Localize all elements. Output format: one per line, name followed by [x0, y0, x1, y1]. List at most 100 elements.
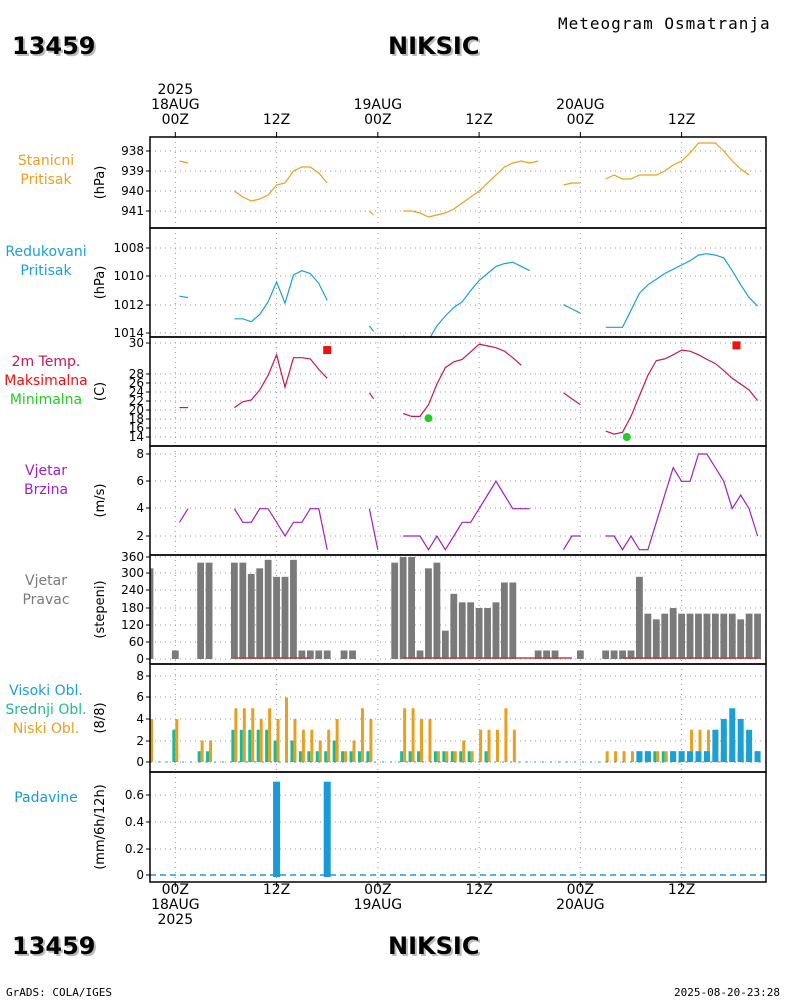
cloud-bar	[467, 751, 471, 762]
y-axis-label: (stepeni)	[93, 580, 108, 638]
cloud-bar	[298, 751, 302, 762]
time-axis-line: 00Z	[161, 112, 190, 128]
cloud-bar	[720, 751, 724, 762]
series-group	[179, 253, 759, 337]
direction-bar	[754, 613, 761, 659]
direction-bar	[543, 650, 551, 659]
y-tick-label: 180	[121, 601, 144, 615]
panel-wind_speed: 2 4 6 8 (m/s)	[93, 445, 767, 556]
cloud-bar	[687, 751, 691, 762]
time-axis-line: 00Z	[566, 112, 595, 128]
cloud-bar	[445, 751, 449, 762]
cloud-bar	[428, 719, 432, 762]
series-group	[150, 697, 766, 763]
cloud-bar	[673, 751, 677, 762]
direction-bar	[150, 568, 154, 659]
panel-frame	[149, 336, 767, 447]
direction-bar	[467, 602, 475, 659]
cloud-bar	[678, 751, 685, 762]
direction-bar	[298, 650, 306, 659]
cloud-bar	[754, 751, 758, 762]
cloud-bar	[687, 751, 694, 762]
cloud-bar	[605, 751, 609, 762]
direction-bar	[492, 602, 500, 659]
cloud-bar	[175, 719, 179, 762]
direction-bar	[745, 613, 753, 659]
time-axis-line: 00Z	[566, 882, 595, 898]
direction-bar	[306, 650, 314, 659]
station-id-bottom: 13459	[12, 932, 96, 960]
cloud-bar	[670, 751, 677, 762]
min-temp-marker	[622, 433, 631, 441]
cloud-bar	[644, 751, 648, 762]
time-axis-label: 12Z	[449, 113, 509, 128]
time-axis-line: 18AUG	[151, 897, 200, 913]
cloud-bar	[327, 729, 331, 762]
series-group	[150, 781, 766, 877]
cloud-bar	[504, 708, 508, 762]
panel-frame	[149, 554, 767, 665]
cloud-bar	[357, 751, 361, 762]
cloud-bar	[265, 729, 269, 762]
time-axis-label: 00Z 19AUG	[348, 883, 408, 913]
cloud-bar	[740, 751, 744, 762]
direction-bar	[323, 650, 331, 659]
direction-bar	[239, 562, 247, 659]
cloud-bar	[749, 751, 753, 762]
direction-bar	[408, 557, 415, 659]
y-tick-label: 22	[129, 394, 144, 408]
cloud-bar	[487, 729, 491, 762]
cloud-bar	[324, 751, 328, 762]
time-axis-label: 2025 18AUG 00Z	[145, 83, 205, 128]
panel-label-line: Vjetar	[25, 463, 67, 479]
meteogram-title: Meteogram Osmatranja	[558, 14, 771, 33]
station-name-top: NIKSIC	[388, 32, 480, 60]
series-line	[563, 392, 581, 406]
panel-label-line: Pravac	[22, 592, 70, 608]
cloud-bar	[661, 751, 665, 762]
direction-bar	[703, 613, 711, 659]
direction-bar	[627, 650, 635, 659]
y-axis-label: (mm/6h/12h)	[93, 784, 108, 870]
direction-bar	[458, 602, 466, 659]
y-tick-label: 0	[136, 652, 144, 666]
series-line	[403, 343, 522, 417]
cloud-bar	[420, 719, 424, 762]
cloud-bar	[479, 729, 483, 762]
y-tick-label: 2	[136, 529, 144, 543]
panel-frame	[149, 227, 767, 338]
y-tick-label: 0.6	[125, 788, 144, 802]
footer-right: 2025-08-20-23:28	[674, 986, 780, 999]
cloud-bar	[259, 719, 263, 762]
cloud-bar	[307, 751, 311, 762]
series-group	[179, 341, 759, 441]
series-line	[563, 182, 581, 186]
y-tick-label: 0	[136, 868, 144, 882]
cloud-bar	[150, 719, 153, 762]
panel-clouds: 0 2 4 6 8 (8/8)	[93, 663, 767, 773]
direction-bar	[230, 562, 238, 659]
direction-bar	[399, 557, 407, 659]
direction-bar	[686, 613, 694, 659]
panel-frame	[149, 445, 767, 556]
panel-reduced_pressure: 1008 1010 1012 1014 (hPa)	[93, 227, 767, 340]
y-tick-label: 300	[121, 566, 144, 580]
cloud-bar	[706, 729, 710, 762]
direction-bar	[171, 650, 179, 659]
min-temp-marker	[424, 414, 433, 423]
panel-label-line: Redukovani	[5, 244, 87, 260]
series-line	[234, 352, 328, 409]
direction-bar	[669, 608, 677, 659]
series-line	[368, 508, 379, 550]
direction-bar	[644, 613, 652, 659]
series-line	[402, 261, 530, 337]
cloud-bar	[484, 751, 488, 762]
cloud-bar	[703, 751, 707, 762]
cloud-bar	[234, 708, 238, 762]
precip-bar	[323, 781, 331, 877]
y-tick-label: 28	[129, 367, 144, 381]
y-tick-label: 14	[129, 430, 144, 444]
cloud-bar	[436, 751, 440, 762]
series-group	[179, 142, 750, 218]
